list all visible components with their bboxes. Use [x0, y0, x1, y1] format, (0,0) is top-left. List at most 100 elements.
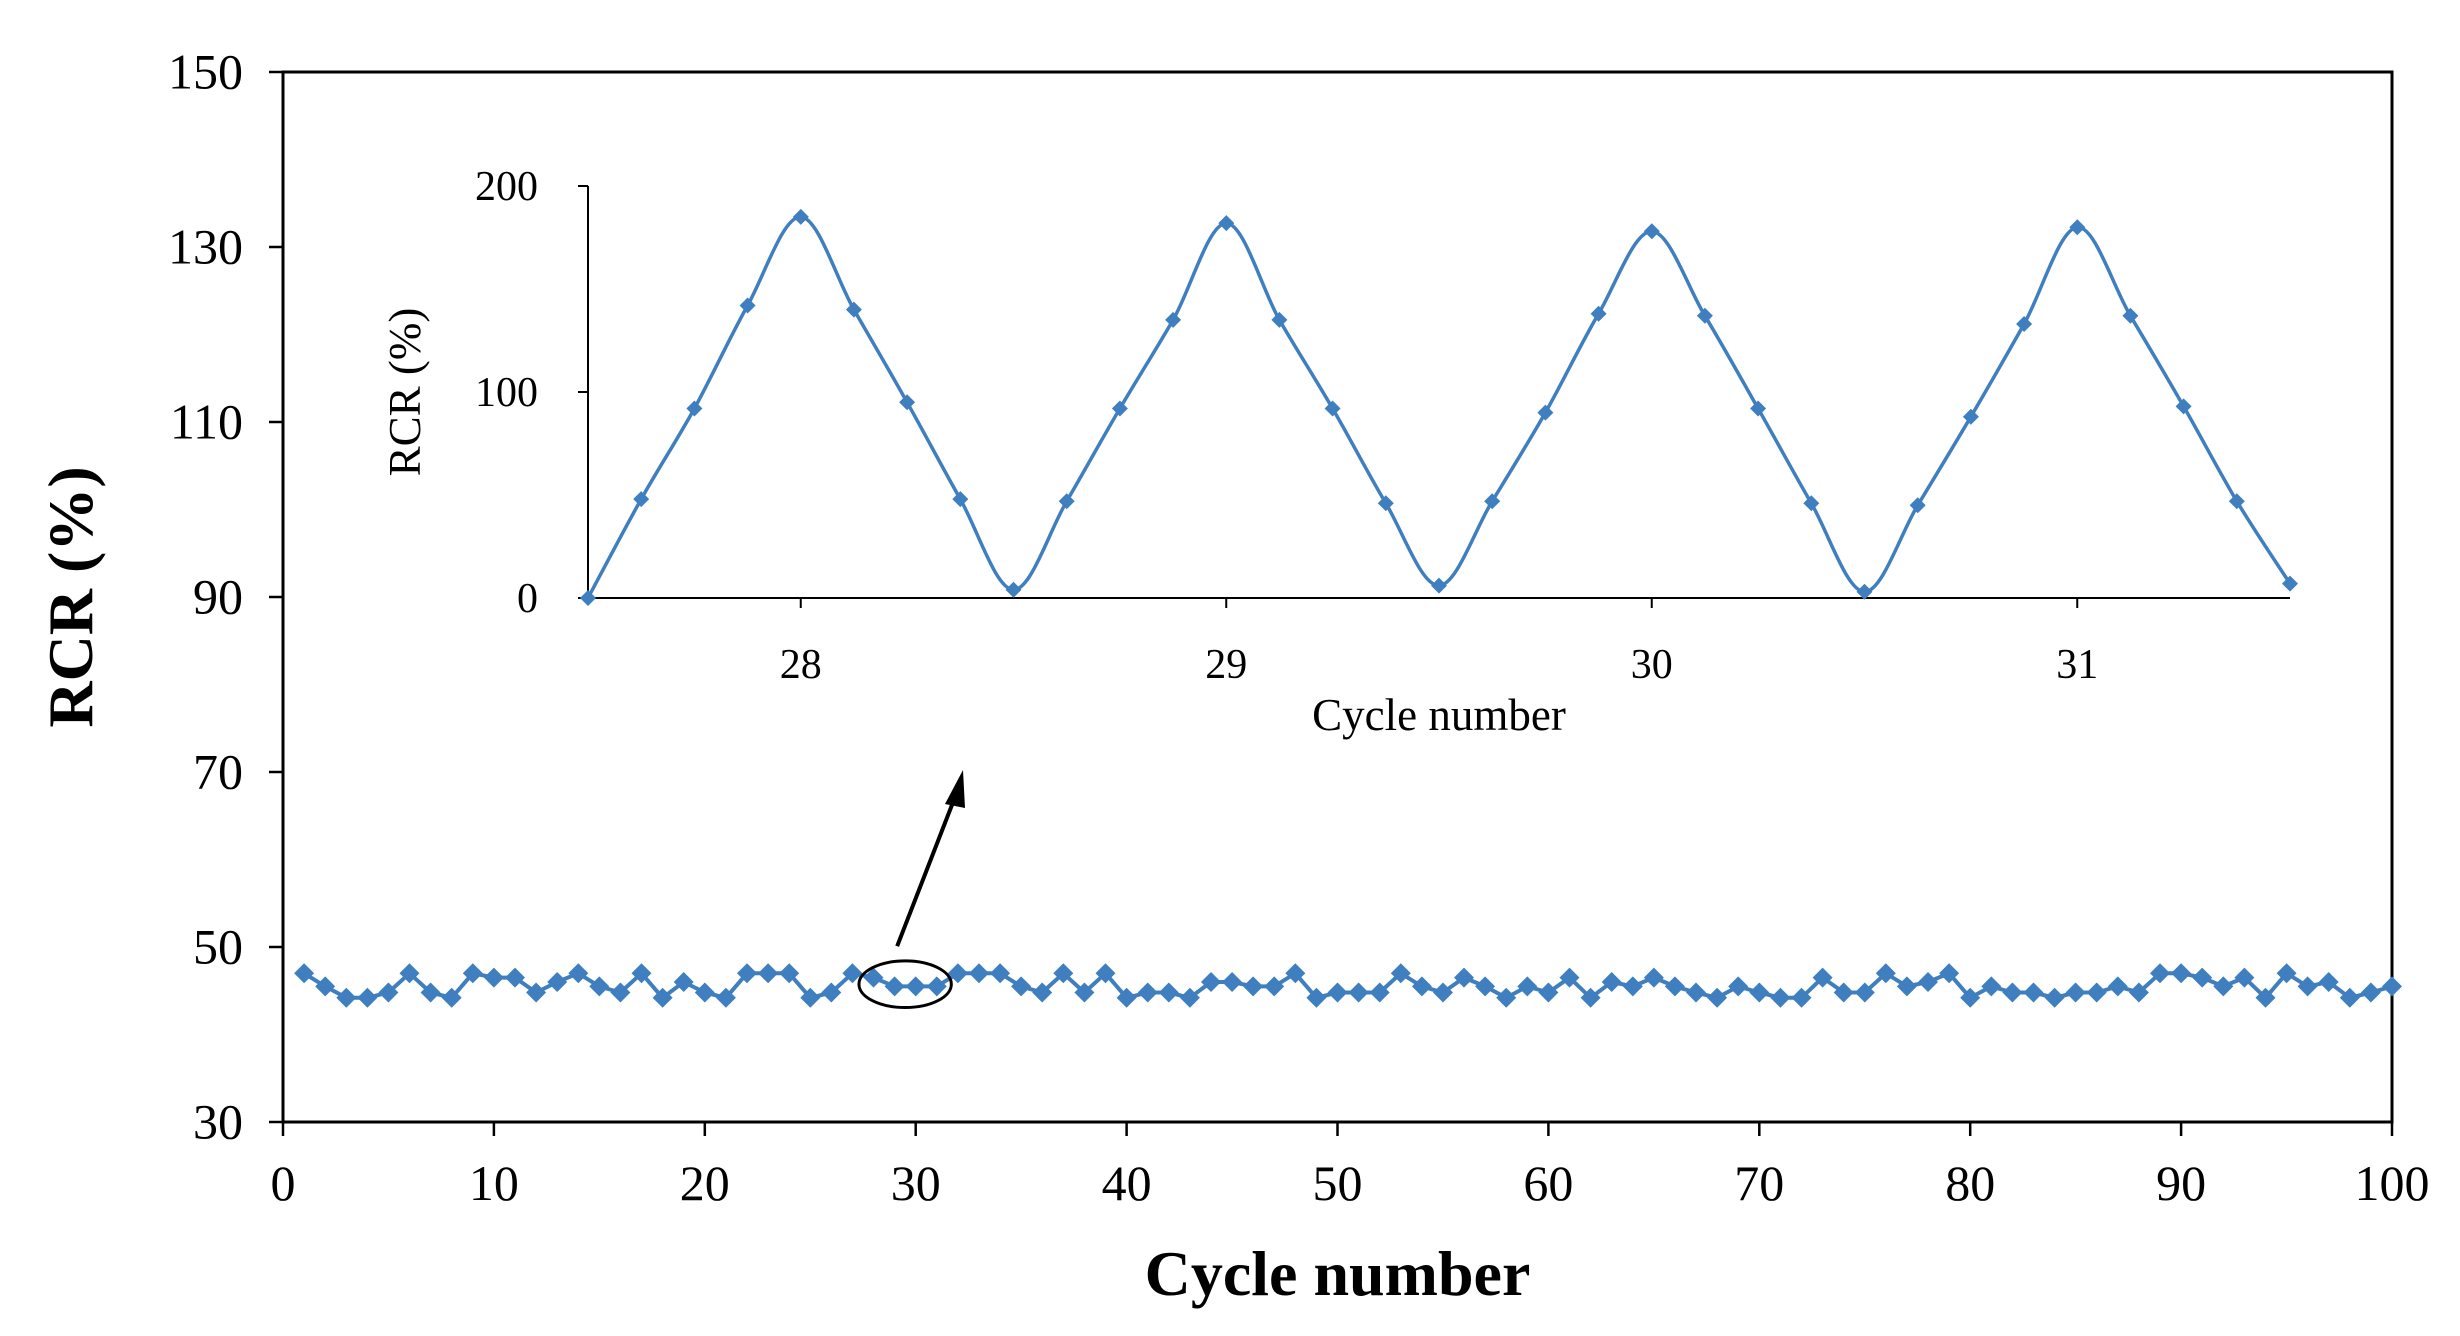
data-point	[1243, 976, 1264, 997]
series-line	[586, 215, 2292, 599]
data-point	[1812, 967, 1833, 988]
data-point	[2107, 976, 2128, 997]
x-tick-label: 20	[680, 1155, 730, 1211]
data-point	[652, 987, 673, 1008]
x-tick-label: 70	[1734, 1155, 1784, 1211]
data-point	[2282, 575, 2298, 592]
data-point	[610, 982, 631, 1003]
x-tick-label: 30	[1631, 642, 1673, 688]
data-point	[1179, 987, 1200, 1008]
data-point	[2228, 493, 2245, 510]
data-point	[1909, 497, 1926, 514]
x-tick-label: 90	[2156, 1155, 2206, 1211]
data-point	[589, 976, 610, 997]
data-point	[1369, 982, 1390, 1003]
data-point	[420, 982, 441, 1003]
data-point	[737, 963, 757, 984]
data-point	[1749, 982, 1770, 1003]
x-tick-label: 28	[780, 642, 822, 688]
callout-arrow-shaft	[895, 791, 959, 947]
data-point	[2016, 316, 2033, 332]
x-tick-label: 60	[1523, 1155, 1573, 1211]
zoom-ellipse	[857, 959, 953, 1009]
data-point	[1496, 987, 1517, 1008]
data-point	[378, 982, 399, 1003]
data-point	[1411, 976, 1432, 997]
data-point	[1590, 305, 1607, 322]
data-point	[1856, 583, 1873, 600]
data-point	[863, 967, 884, 988]
data-point	[633, 491, 650, 508]
data-point	[2360, 982, 2381, 1003]
y-axis-title: RCR (%)	[35, 466, 106, 727]
data-point	[1053, 963, 1074, 984]
data-point	[1664, 976, 1685, 997]
data-point	[2086, 982, 2107, 1003]
data-point	[547, 972, 568, 992]
data-point	[1222, 972, 1243, 992]
data-point	[580, 590, 596, 606]
data-point	[631, 963, 652, 984]
data-point	[1095, 963, 1116, 984]
x-tick-label: 40	[1102, 1155, 1152, 1211]
data-point	[1390, 963, 1411, 984]
main-chart: 30 50 70 90 110 130 150 0 10 20 30 40 50 60 70 80 90 100 C…	[35, 44, 2430, 1310]
data-point	[969, 963, 989, 984]
y-tick-label: 30	[193, 1094, 243, 1150]
data-point	[1707, 987, 1728, 1008]
data-point	[462, 963, 483, 984]
data-point	[1538, 982, 1559, 1003]
data-point	[1833, 982, 1854, 1003]
data-point	[1939, 963, 1960, 984]
data-point	[1484, 493, 1501, 510]
data-point	[1218, 215, 1235, 232]
data-point	[947, 963, 968, 984]
data-point	[1686, 982, 1706, 1003]
data-point	[1770, 987, 1791, 1008]
y-tick-label: 150	[168, 44, 243, 100]
data-point	[1580, 987, 1601, 1008]
data-point	[336, 987, 357, 1008]
data-point	[399, 963, 420, 984]
data-point	[1537, 404, 1554, 421]
data-point	[1158, 982, 1179, 1003]
data-point	[1696, 307, 1713, 324]
data-point	[483, 967, 504, 988]
data-point	[845, 301, 862, 318]
data-point	[526, 982, 547, 1003]
data-point	[441, 987, 462, 1008]
data-point	[1377, 495, 1394, 512]
data-point	[1348, 982, 1369, 1003]
data-point	[1875, 963, 1896, 984]
data-point	[1622, 976, 1643, 997]
zoom-callout	[857, 770, 965, 1009]
data-point	[1517, 976, 1538, 997]
data-point	[1271, 311, 1288, 328]
data-point	[1803, 495, 1820, 512]
data-point	[1201, 972, 1221, 992]
data-point	[2069, 219, 2086, 236]
data-point	[2318, 972, 2339, 992]
data-point	[1791, 987, 1812, 1008]
data-point	[1559, 967, 1580, 988]
data-point	[357, 987, 378, 1008]
y-tick-label: 200	[475, 164, 538, 210]
data-point	[2150, 963, 2170, 984]
data-point	[2213, 976, 2234, 997]
data-point	[1918, 972, 1938, 992]
data-point	[792, 208, 809, 225]
y-tick-label: 100	[475, 370, 538, 416]
data-point	[294, 963, 315, 984]
data-point	[673, 972, 694, 992]
data-point	[1116, 987, 1137, 1008]
data-point	[1431, 577, 1447, 594]
data-point	[1854, 982, 1875, 1003]
y-tick-label: 90	[193, 569, 243, 625]
data-point	[800, 987, 821, 1008]
data-point	[1074, 982, 1095, 1003]
data-point	[2065, 982, 2086, 1003]
data-point	[758, 963, 779, 984]
inset-chart: 0 100 200 28 29 30 31 Cycle number RCR (%)	[380, 164, 2298, 740]
data-point	[686, 400, 703, 417]
x-tick-label: 0	[271, 1155, 296, 1211]
